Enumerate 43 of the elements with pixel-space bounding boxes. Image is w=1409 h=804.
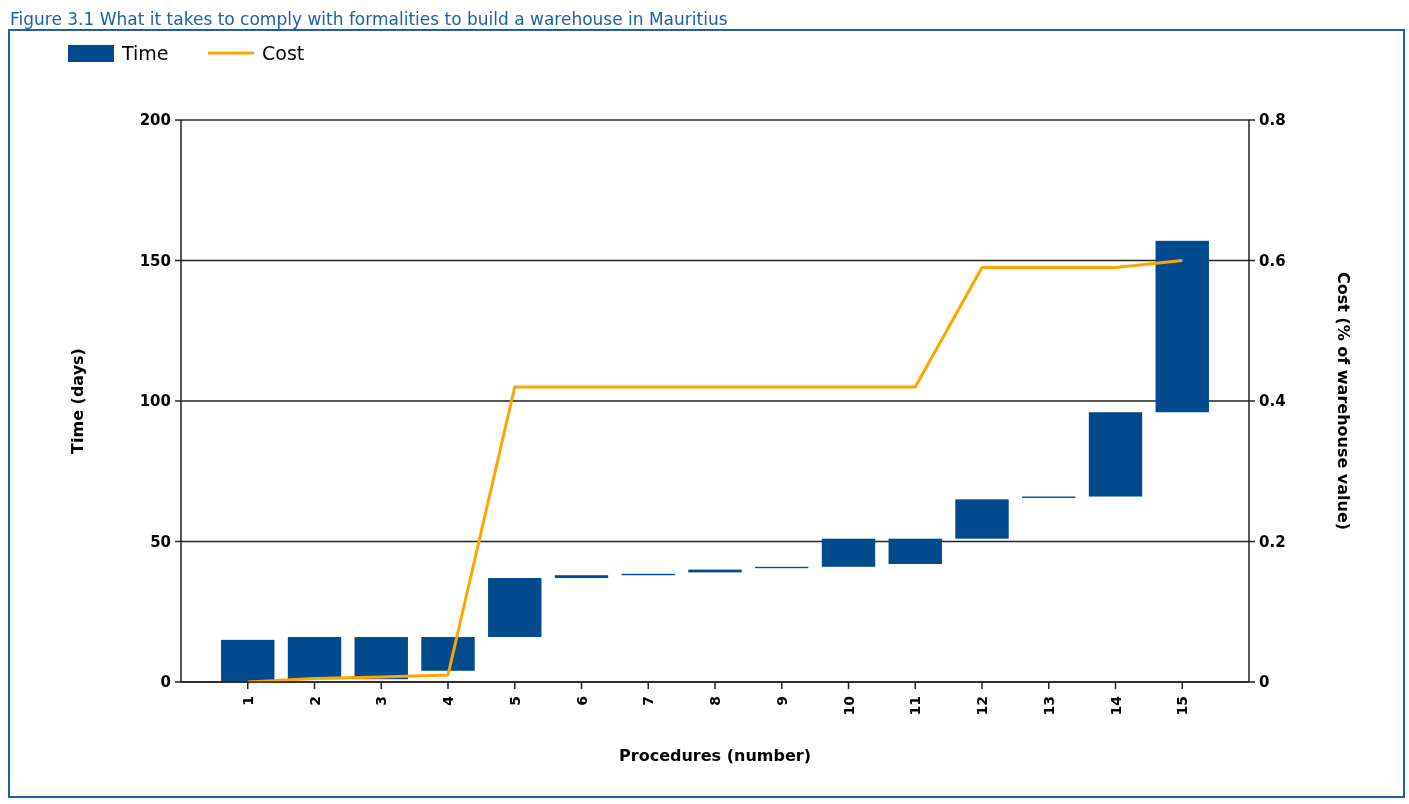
x-tick-label: 13 (1040, 696, 1057, 716)
y2-axis-title: Cost (% of warehouse value) (1334, 271, 1353, 531)
y2-tick-label: 0.6 (1259, 251, 1286, 270)
y-tick-label: 100 (139, 392, 171, 411)
y-tick-label: 50 (150, 532, 171, 551)
bar (421, 637, 475, 671)
bar (1088, 412, 1143, 497)
x-tick-label: 6 (573, 696, 590, 706)
x-axis-title: Procedures (number) (619, 746, 811, 765)
bar (221, 639, 275, 682)
y-tick-label: 200 (139, 111, 171, 130)
legend-label: Time (121, 41, 169, 64)
y2-tick-label: 0.2 (1259, 532, 1286, 551)
y2-tick-label: 0.8 (1259, 111, 1286, 130)
x-tick-label: 11 (907, 696, 924, 716)
x-tick-label: 12 (974, 696, 990, 716)
x-tick-label: 15 (1174, 696, 1191, 716)
x-tick-label: 4 (440, 695, 456, 706)
line-series (246, 259, 1184, 684)
y2-tick-label: 0 (1259, 673, 1270, 692)
bar (1155, 240, 1209, 413)
legend-label: Cost (262, 41, 305, 64)
chart-title: Figure 3.1 What it takes to comply with formalities to build a warehouse in Mauritius (10, 9, 728, 29)
x-tick-label: 10 (840, 695, 857, 716)
x-tick-label: 1 (239, 696, 256, 706)
x-tick-label: 3 (373, 696, 390, 706)
y-tick-label: 150 (139, 251, 171, 270)
x-tick-label: 7 (640, 696, 657, 706)
bar (287, 637, 342, 680)
y2-tick-label: 0.4 (1259, 392, 1286, 411)
x-tick-label: 14 (1107, 695, 1124, 716)
bar (488, 578, 542, 638)
y-tick-label: 0 (160, 673, 171, 692)
bar (888, 538, 942, 564)
x-tick-label: 5 (506, 696, 523, 706)
x-tick-label: 2 (306, 696, 323, 706)
x-tick-label: 8 (707, 696, 723, 706)
y-axis-title: Time (days) (68, 348, 87, 454)
bar (354, 637, 408, 680)
bar (955, 499, 1009, 539)
bar (554, 575, 609, 579)
x-tick-label: 9 (773, 696, 790, 706)
bar (821, 538, 876, 567)
